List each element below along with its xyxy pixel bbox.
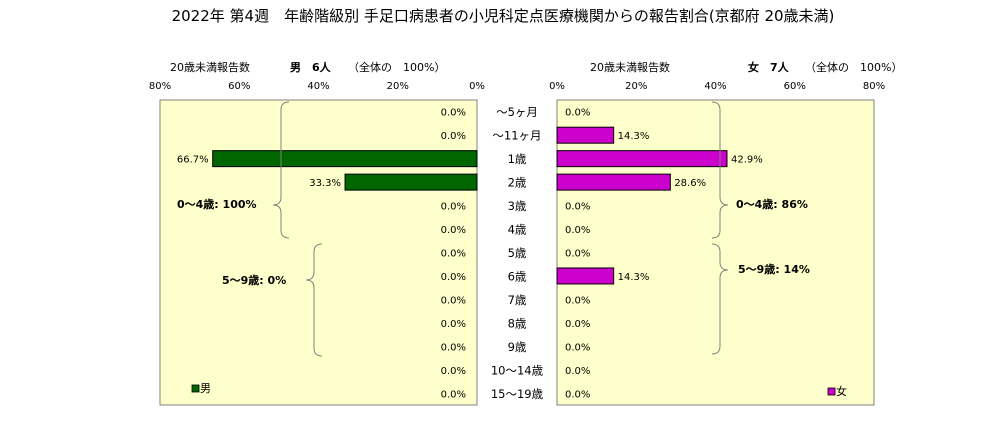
right-group-label-0-4: 0～4歳: 86%: [736, 197, 808, 211]
female-value-label: 14.3%: [618, 272, 650, 283]
left-plot-area: [159, 99, 478, 406]
chart-title: 2022年 第4週 年齢階級別 手足口病患者の小児科定点医療機関からの報告割合(…: [172, 7, 835, 25]
female-value-label: 0.0%: [565, 249, 590, 260]
left-header-label: 20歳未満報告数: [170, 61, 250, 74]
right-x-tick-label: 20%: [625, 81, 647, 92]
left-header-count: 男 6人: [290, 60, 332, 74]
right-group-bracket-5-9: [711, 243, 729, 355]
female-bar: [556, 150, 728, 168]
female-value-label: 0.0%: [565, 319, 590, 330]
male-value-label: 0.0%: [441, 342, 466, 353]
right-plot-area: [556, 99, 875, 406]
category-label: 15～19歳: [491, 387, 544, 401]
right-header-label: 20歳未満報告数: [590, 61, 670, 74]
male-value-label: 0.0%: [441, 131, 466, 142]
legend-male-swatch: [191, 384, 200, 393]
female-bar: [556, 173, 671, 191]
right-header-total: （全体の 100%）: [805, 60, 902, 74]
female-value-label: 28.6%: [674, 178, 706, 189]
female-value-label: 0.0%: [565, 342, 590, 353]
left-x-tick-label: 60%: [228, 81, 250, 92]
male-value-label: 33.3%: [309, 178, 341, 189]
right-group-bracket-0-4: [711, 101, 729, 239]
male-value-label: 0.0%: [441, 389, 466, 400]
male-value-label: 0.0%: [441, 295, 466, 306]
male-value-label: 0.0%: [441, 366, 466, 377]
male-value-label: 0.0%: [441, 249, 466, 260]
female-value-label: 0.0%: [565, 108, 590, 119]
category-label: 1歳: [508, 152, 527, 166]
category-label: 9歳: [508, 340, 527, 354]
male-value-label: 0.0%: [441, 202, 466, 213]
right-x-tick-label: 40%: [704, 81, 726, 92]
right-x-tick-label: 60%: [784, 81, 806, 92]
left-group-label-5-9: 5～9歳: 0%: [222, 273, 286, 287]
category-label: 6歳: [508, 269, 527, 283]
female-value-label: 0.0%: [565, 366, 590, 377]
female-value-label: 0.0%: [565, 225, 590, 236]
category-label: ～11ヶ月: [492, 129, 541, 143]
category-label: 5歳: [508, 246, 527, 260]
category-label: 10～14歳: [491, 363, 544, 377]
right-group-label-5-9: 5～9歳: 14%: [738, 262, 810, 276]
female-value-label: 0.0%: [565, 295, 590, 306]
female-value-label: 14.3%: [618, 131, 650, 142]
category-label: 8歳: [508, 316, 527, 330]
female-bar: [556, 267, 615, 285]
male-bar: [212, 150, 478, 168]
category-label: 3歳: [508, 199, 527, 213]
female-value-label: 42.9%: [731, 155, 763, 166]
category-label: ～5ヶ月: [496, 105, 538, 119]
right-header-count: 女 7人: [748, 60, 790, 74]
category-label: 7歳: [508, 293, 527, 307]
male-value-label: 0.0%: [441, 225, 466, 236]
left-x-tick-label: 80%: [149, 81, 171, 92]
left-group-label-0-4: 0～4歳: 100%: [177, 197, 257, 211]
category-label: 2歳: [508, 176, 527, 190]
left-x-tick-label: 0%: [469, 81, 485, 92]
left-group-bracket-5-9: [305, 243, 323, 357]
female-value-label: 0.0%: [565, 202, 590, 213]
female-value-label: 0.0%: [565, 389, 590, 400]
left-header-total: （全体の 100%）: [348, 60, 445, 74]
legend-female-swatch: [827, 387, 836, 396]
left-x-tick-label: 40%: [307, 81, 329, 92]
legend-female-label: 女: [836, 384, 847, 398]
male-value-label: 0.0%: [441, 272, 466, 283]
legend-male-label: 男: [200, 382, 211, 395]
left-group-bracket-0-4: [272, 101, 290, 239]
male-value-label: 0.0%: [441, 108, 466, 119]
female-bar: [556, 126, 615, 144]
left-x-tick-label: 20%: [387, 81, 409, 92]
right-x-tick-label: 80%: [863, 81, 885, 92]
category-label: 4歳: [508, 223, 527, 237]
male-value-label: 0.0%: [441, 319, 466, 330]
male-bar: [344, 173, 478, 191]
male-value-label: 66.7%: [177, 155, 209, 166]
right-x-tick-label: 0%: [549, 81, 565, 92]
